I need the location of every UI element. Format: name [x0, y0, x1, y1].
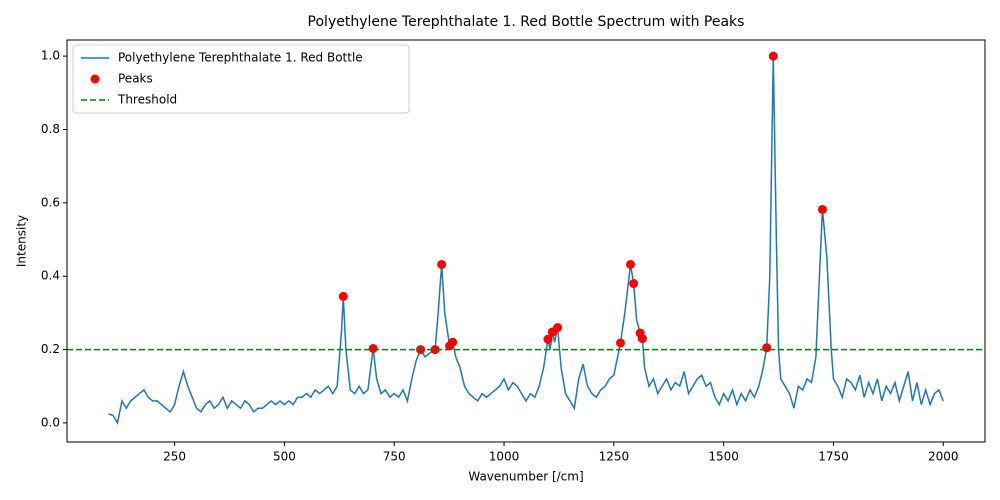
x-tick-label: 2000 — [928, 450, 959, 464]
legend-swatch — [90, 74, 100, 84]
legend-label: Polyethylene Terephthalate 1. Red Bottle — [118, 51, 363, 65]
y-tick-label: 1.0 — [41, 49, 60, 63]
peak-point — [437, 259, 447, 269]
x-axis-label: Wavenumber [/cm] — [468, 470, 583, 484]
peak-point — [615, 338, 625, 348]
peak-point — [626, 259, 636, 269]
x-tick-label: 1750 — [818, 450, 849, 464]
y-tick-label: 0.0 — [41, 415, 60, 429]
peak-point — [543, 334, 553, 344]
spectrum-line — [108, 56, 944, 425]
x-tick-label: 500 — [273, 450, 296, 464]
y-tick-label: 0.6 — [41, 195, 60, 209]
x-tick-label: 1500 — [708, 450, 739, 464]
peak-point — [338, 291, 348, 301]
legend-label: Threshold — [117, 93, 177, 107]
peak-point — [768, 51, 778, 61]
x-tick-label: 250 — [163, 450, 186, 464]
peak-point — [368, 343, 378, 353]
x-tick-label: 1250 — [599, 450, 630, 464]
y-axis-label: Intensity — [15, 215, 29, 267]
peak-point — [430, 345, 440, 355]
legend-box — [72, 44, 410, 114]
y-tick-label: 0.4 — [41, 269, 60, 283]
y-tick-label: 0.8 — [41, 122, 60, 136]
x-tick-label: 1000 — [489, 450, 520, 464]
peak-point — [637, 334, 647, 344]
y-tick-label: 0.2 — [41, 342, 60, 356]
peak-point — [817, 204, 827, 214]
peak-point — [553, 323, 563, 333]
x-tick-label: 750 — [383, 450, 406, 464]
peak-point — [448, 337, 458, 347]
chart-title: Polyethylene Terephthalate 1. Red Bottle… — [308, 14, 745, 30]
plot-frame — [66, 39, 986, 443]
legend-label: Peaks — [118, 72, 153, 86]
peak-point — [762, 343, 772, 353]
peak-point — [629, 279, 639, 289]
